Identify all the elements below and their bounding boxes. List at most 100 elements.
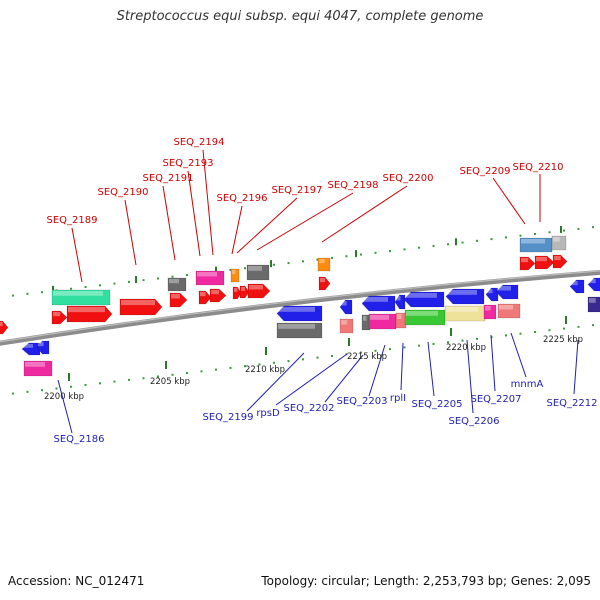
- lower-tick-dot: [157, 375, 159, 378]
- gene-m-body: [36, 340, 50, 355]
- leader-line: [490, 334, 496, 392]
- gene-seq-2190: [66, 305, 113, 323]
- gene-label: SEQ_2196: [217, 193, 268, 204]
- gene-label: SEQ_2210: [513, 162, 564, 173]
- upper-tick-dot: [171, 275, 174, 278]
- gene-g: [318, 276, 331, 291]
- gene-rpli: [395, 312, 407, 329]
- upper-tick-dot: [548, 231, 551, 234]
- gene-mnma: [497, 303, 521, 319]
- gene-seq-2210-body: [551, 235, 567, 251]
- kbp-tick-label: 2220 kbp: [446, 343, 486, 353]
- gene-a-shine: [53, 312, 61, 317]
- lower-major-tick: [165, 361, 167, 369]
- gene-g-body: [318, 276, 331, 291]
- gene-h-shine: [521, 258, 529, 263]
- gene-seq-2207: [483, 304, 497, 320]
- leader-line: [246, 352, 305, 412]
- lower-tick-dot: [70, 385, 72, 388]
- leader-line: [368, 344, 386, 397]
- leader-line: [236, 197, 298, 254]
- gene-rpli-shine: [397, 314, 402, 319]
- upper-major-tick: [135, 276, 137, 284]
- lower-tick-dot: [534, 330, 536, 333]
- upper-tick-dot: [84, 286, 87, 289]
- leader-line: [187, 170, 201, 257]
- gene-v-body: [569, 279, 585, 294]
- leader-line: [202, 149, 214, 256]
- gene-q: [403, 291, 445, 308]
- lower-tick-dot: [316, 356, 319, 359]
- gene-o: [361, 295, 396, 312]
- gene-seq-2197-shine: [249, 285, 263, 290]
- gene-a: [51, 310, 68, 325]
- lower-tick-dot: [84, 384, 87, 387]
- gene-seq-2196-shine: [232, 270, 236, 275]
- lower-tick-dot: [548, 329, 551, 332]
- lower-tick-dot: [128, 378, 130, 381]
- lower-tick-dot: [592, 324, 594, 327]
- lower-tick-dot: [505, 334, 507, 337]
- gene-seq-2189-shine: [53, 291, 103, 296]
- gene-seq-2212: [587, 296, 600, 313]
- lower-tick-dot: [447, 341, 449, 344]
- gene-s-body: [485, 287, 499, 302]
- gene-seq-2193-shine: [197, 272, 217, 277]
- lower-tick-dot: [302, 358, 304, 361]
- gene-b-body: [119, 298, 163, 316]
- upper-tick-dot: [41, 291, 43, 294]
- label-leaders: [57, 149, 579, 434]
- gene-seq-2205-shine: [406, 311, 438, 316]
- gene-e-shine: [234, 288, 238, 292]
- gene-e-body: [232, 286, 242, 300]
- gene-seq-2210-shine: [553, 237, 560, 242]
- gene-e: [232, 286, 242, 300]
- gene-l-body: [21, 342, 41, 356]
- gene-label: SEQ_2189: [47, 215, 98, 226]
- upper-tick-dot: [577, 227, 580, 230]
- gene-f-shine: [241, 287, 245, 291]
- gene-label: SEQ_2191: [143, 173, 194, 184]
- gene-seq-2212-body: [587, 296, 600, 313]
- gene-j: [552, 254, 568, 269]
- lower-tick-dot: [12, 392, 14, 395]
- upper-tick-dot: [490, 238, 493, 241]
- gene-w-body: [587, 277, 600, 292]
- gene-n: [339, 299, 353, 315]
- gene-label: SEQ_2203: [337, 396, 388, 407]
- gene-k-body: [0, 320, 9, 335]
- gene-c-body: [169, 292, 188, 308]
- lower-tick-dot: [186, 372, 188, 375]
- gene-seq-2186-shine: [25, 362, 45, 367]
- gene-seq-2207-body: [483, 304, 497, 320]
- gene-i-shine: [536, 257, 547, 262]
- upper-tick-dot: [316, 258, 319, 261]
- gene-f: [239, 285, 250, 299]
- upper-tick-dot: [519, 234, 522, 237]
- lower-tick-dot: [374, 349, 377, 352]
- gene-j-body: [552, 254, 568, 269]
- upper-tick-dot: [26, 292, 29, 295]
- lower-tick-dot: [331, 354, 333, 357]
- gene-m: [36, 340, 50, 355]
- upper-major-tick: [355, 250, 357, 258]
- lower-tick-dot: [389, 348, 391, 351]
- gene-v: [569, 279, 585, 294]
- gene-seq-2206: [444, 305, 486, 322]
- scale-ticks: [12, 225, 594, 395]
- kbp-tick-label: 2210 kbp: [245, 365, 285, 375]
- upper-tick-dot: [142, 279, 145, 282]
- gene-label: SEQ_2197: [272, 185, 323, 196]
- gene-t-body: [495, 284, 519, 300]
- gene-label: SEQ_2212: [547, 398, 598, 409]
- gene-v-shine: [571, 281, 578, 286]
- gene-seq-2197: [247, 283, 271, 299]
- gene-labels: 2200 kbp 2205 kbp 2210 kbp 2215 kbp 2220 kbp…: [44, 137, 598, 445]
- gene-label: SEQ_2194: [174, 137, 225, 148]
- upper-tick-dot: [157, 277, 159, 280]
- upper-tick-dot: [331, 256, 333, 259]
- lower-tick-dot: [142, 377, 145, 380]
- gene-l-shine: [23, 344, 33, 348]
- leader-line: [57, 379, 73, 434]
- lower-tick-dot: [476, 337, 478, 340]
